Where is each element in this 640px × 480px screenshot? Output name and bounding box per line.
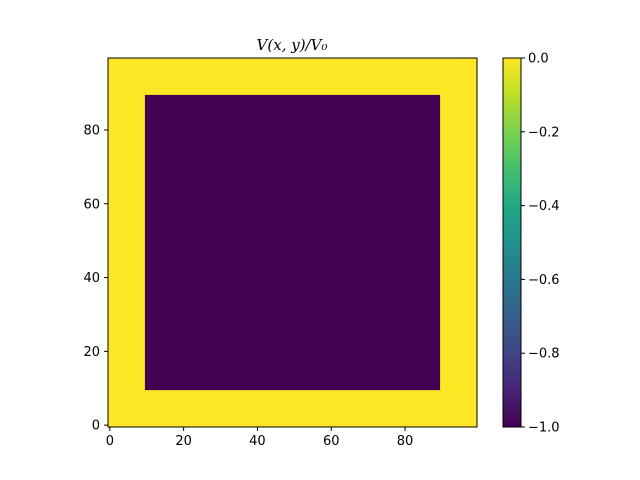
heatmap-image <box>108 58 477 427</box>
colorbar-tick-label: 0.0 <box>528 52 549 67</box>
colorbar-tick-label: −0.8 <box>528 347 560 362</box>
chart-title: V(x, y)/V₀ <box>257 36 328 54</box>
colorbar-axis: 0.0 −0.2 −0.4 −0.6 −0.8 −1.0 <box>521 52 560 436</box>
colorbar-tick-label: −1.0 <box>528 421 560 436</box>
y-tick-label: 40 <box>83 271 100 286</box>
y-tick-label: 0 <box>92 419 100 434</box>
x-tick-label: 80 <box>397 434 414 449</box>
heatmap-region-inner-square <box>144 94 441 391</box>
colorbar-tick-label: −0.6 <box>528 273 560 288</box>
y-tick-label: 60 <box>83 197 100 212</box>
colorbar-tick-label: −0.2 <box>528 125 560 140</box>
y-axis: 0 20 40 60 80 <box>83 123 108 434</box>
y-tick-label: 20 <box>83 345 100 360</box>
y-tick-label: 80 <box>83 123 100 138</box>
x-tick-label: 40 <box>249 434 266 449</box>
x-axis: 0 20 40 60 80 <box>106 427 414 449</box>
x-tick-label: 20 <box>175 434 192 449</box>
colorbar <box>502 57 522 428</box>
axes-frame <box>107 57 478 428</box>
x-tick-label: 0 <box>106 434 114 449</box>
x-tick-label: 60 <box>323 434 340 449</box>
colorbar-tick-label: −0.4 <box>528 199 560 214</box>
